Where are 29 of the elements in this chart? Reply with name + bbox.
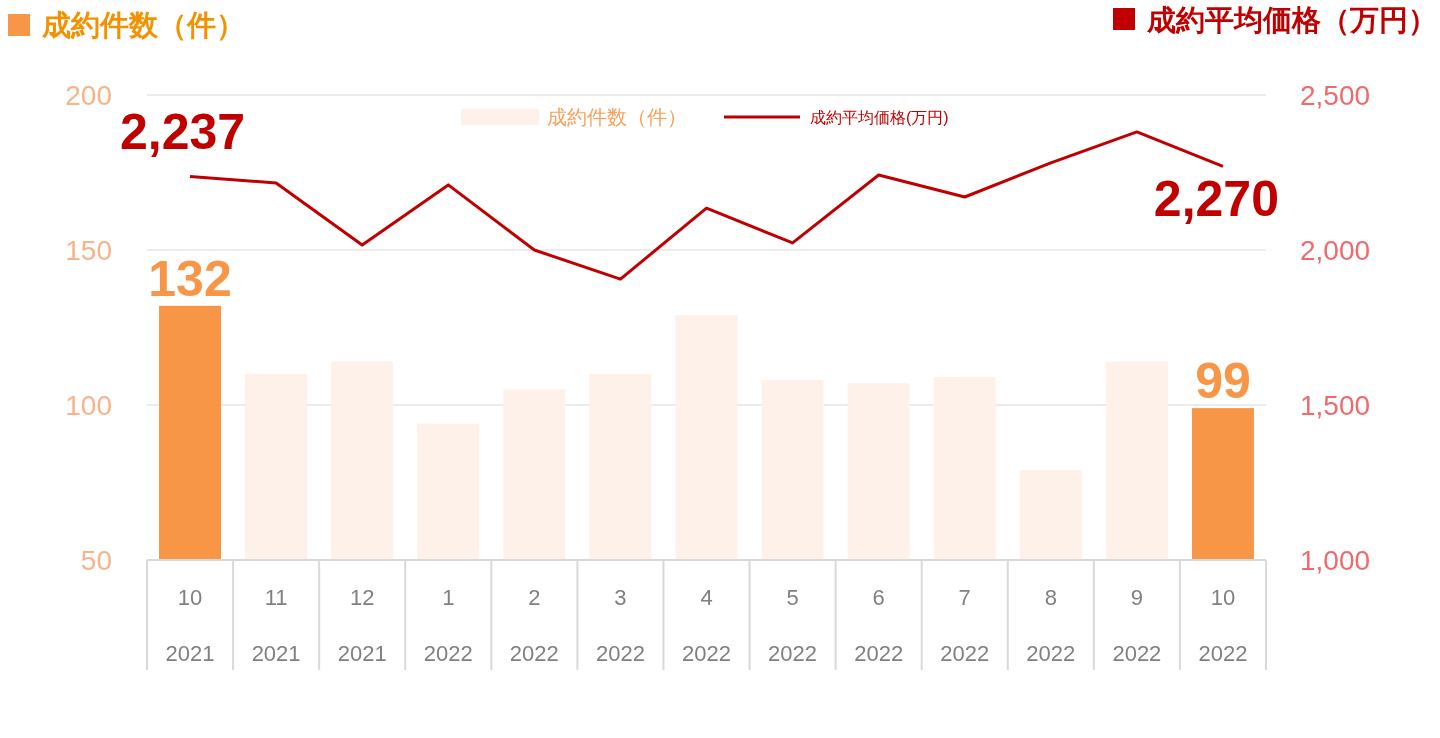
data-label: 2,270	[1153, 171, 1279, 228]
category-label: 5 2022	[768, 585, 818, 666]
category-label: 3 2022	[595, 585, 645, 666]
category-label: 8 2022	[1026, 585, 1076, 666]
data-label: 2,237	[120, 103, 246, 160]
category-label: 10 2022	[1198, 585, 1248, 666]
category-label: 6 2022	[854, 585, 904, 666]
category-label: 12 2021	[337, 585, 387, 666]
y-tick-label: 200	[65, 79, 112, 111]
category-label: 10 2021	[165, 585, 215, 666]
y-tick-label: 100	[65, 389, 112, 421]
data-label: 99	[1195, 353, 1251, 410]
category-label: 11 2021	[251, 585, 301, 666]
y2-tick-label: 2,500	[1300, 79, 1371, 111]
category-label: 7 2022	[940, 585, 990, 666]
data-label: 132	[148, 250, 232, 307]
y2-axis-title: 成約平均価格（万円）	[1146, 4, 1437, 36]
y-tick-label: 150	[65, 234, 112, 266]
category-label: 9 2022	[1112, 585, 1162, 666]
y-tick-label: 50	[80, 544, 112, 576]
category-label: 2 2022	[509, 585, 559, 666]
y2-tick-label: 1,000	[1300, 544, 1371, 576]
category-label: 1 2022	[423, 585, 473, 666]
category-label: 4 2022	[682, 585, 731, 666]
y-axis-title: 成約件数（件）	[41, 9, 245, 41]
y2-tick-label: 2,000	[1300, 234, 1371, 266]
legend-label: 成約平均価格(万円)	[810, 109, 949, 126]
y2-tick-label: 1,500	[1300, 389, 1371, 421]
legend-label: 成約件数（件）	[547, 106, 687, 128]
